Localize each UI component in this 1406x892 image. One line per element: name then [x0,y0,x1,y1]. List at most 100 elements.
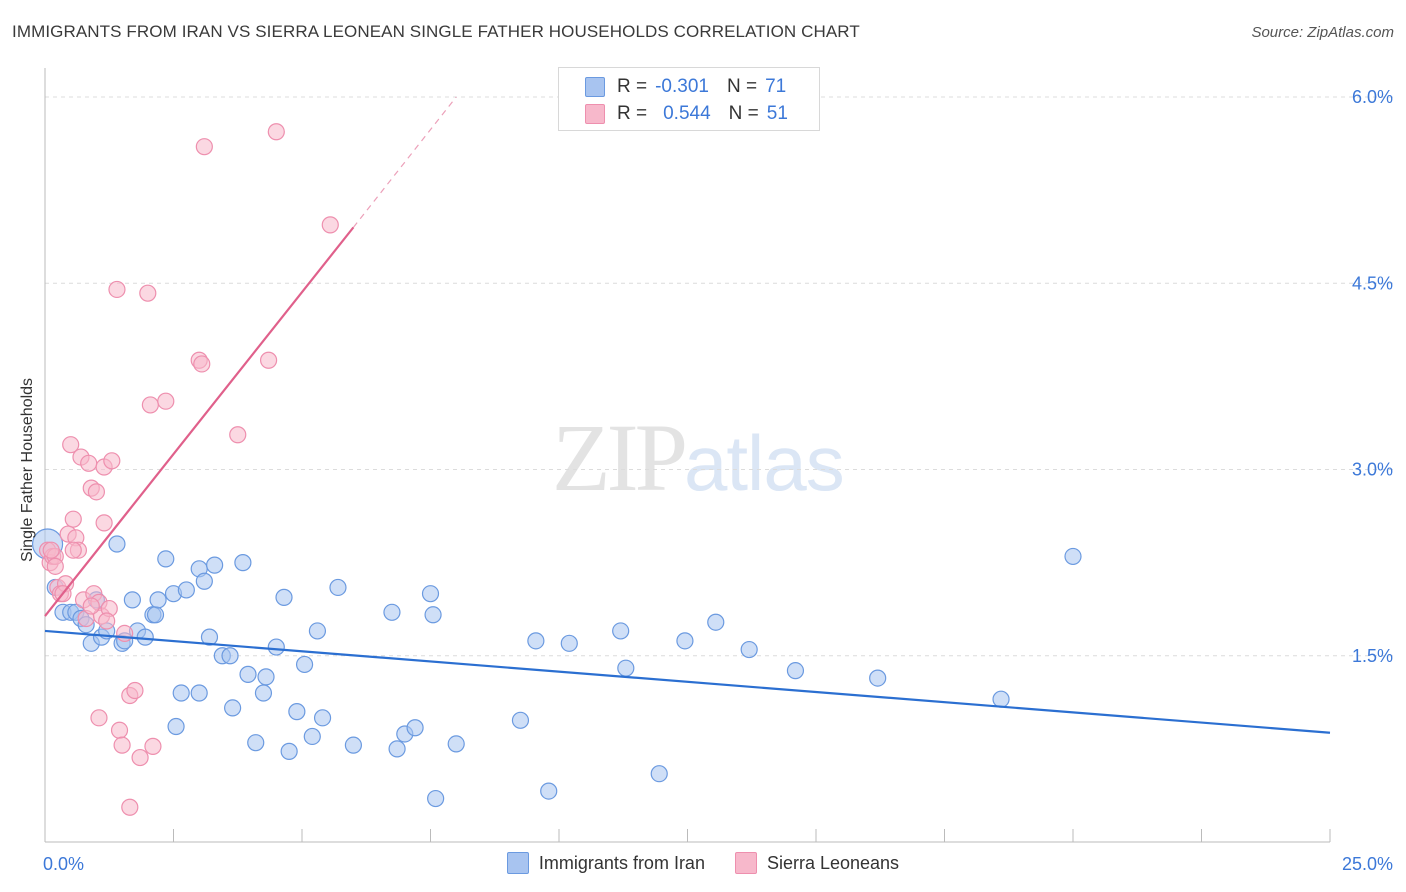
data-point-iran [344,736,362,754]
data-point-iran [234,554,252,572]
legend-r-value: -0.301 [655,76,709,97]
data-point-sierra [259,351,278,369]
data-point-sierra [131,748,149,767]
legend-n-value: 51 [766,103,788,124]
data-point-iran [406,719,424,737]
trend-line-iran [44,629,1331,734]
x-tick-label: 0.0% [43,854,84,874]
data-point-iran [617,659,635,677]
data-point-iran [146,606,165,624]
series-legend-item-sierra[interactable]: Sierra Leoneans [734,852,900,874]
data-point-iran [612,622,630,640]
trend-extension-sierra [352,96,457,228]
data-point-iran [149,591,167,609]
data-point-iran [707,613,725,631]
data-point-iran [308,622,327,640]
data-point-iran [329,578,347,597]
data-point-sierra [42,541,60,559]
x-tick-label: 25.0% [1342,854,1393,874]
data-point-sierra [126,681,144,700]
data-point-iran [221,647,239,665]
data-point-iran [650,765,668,783]
data-point-sierra [108,280,126,299]
data-point-sierra [90,709,108,727]
data-point-sierra [157,392,175,410]
data-point-iran [206,556,224,574]
data-point-sierra [82,597,100,615]
data-point-iran [190,684,208,702]
data-point-iran [992,690,1010,708]
data-point-iran [224,699,242,717]
series-legend-label: Sierra Leoneans [766,852,900,873]
data-point-sierra [116,624,134,643]
data-point-iran [1064,547,1082,566]
data-point-iran [313,709,332,727]
data-point-sierra [46,557,64,575]
data-point-sierra [110,721,129,739]
legend-r-label: R = [617,76,648,97]
data-point-iran [275,588,293,606]
data-point-iran [740,640,758,659]
y-tick-label: 6.0% [1352,87,1393,107]
data-point-sierra [141,396,159,414]
data-point-sierra [80,454,98,472]
data-point-iran [527,632,545,650]
data-point-iran [254,684,273,702]
data-point-iran [257,668,275,686]
data-point-iran [676,632,694,650]
legend-r-value: 0.544 [663,103,711,124]
data-point-iran [869,669,887,687]
data-point-iran [157,550,175,568]
data-point-iran [239,665,257,683]
data-point-iran [388,740,406,758]
source-label: Source: ZipAtlas.com [1251,24,1394,41]
data-point-sierra [321,216,339,234]
series-legend-label: Immigrants from Iran [538,852,705,873]
data-point-sierra [267,123,285,141]
legend-r-label: R = [617,103,648,124]
data-point-sierra [144,737,162,755]
stats-legend: R = -0.301 N = 71 R = 0.544 N = 51 [558,67,820,131]
data-point-sierra [98,612,116,630]
data-point-iran [383,603,401,621]
watermark-zip: ZIP [552,404,688,511]
data-point-iran [167,717,185,736]
data-point-iran [123,591,141,609]
data-point-iran [195,572,213,590]
data-point-iran [540,782,558,800]
data-point-sierra [62,436,80,454]
legend-n-value: 71 [765,76,787,97]
legend-swatch-iran [585,77,605,97]
y-axis-label: Single Father Households [19,377,36,563]
legend-row-sierra: R = 0.544 N = 51 [585,101,788,127]
data-point-iran [560,634,578,652]
data-point-iran [447,735,465,753]
watermark: ZIPatlas [552,402,845,513]
data-point-sierra [121,798,139,816]
data-point-iran [786,662,805,680]
y-tick-label: 3.0% [1352,460,1393,480]
series-legend: Immigrants from Iran Sierra Leoneans [0,852,1406,874]
data-point-iran [108,535,126,553]
data-point-sierra [139,284,157,302]
data-point-sierra [193,355,211,373]
data-point-sierra [229,426,247,444]
y-tick-label: 1.5% [1352,646,1393,666]
data-point-iran [421,585,440,603]
data-point-iran [280,742,298,760]
legend-row-iran: R = -0.301 N = 71 [585,74,786,100]
data-point-iran [427,789,445,808]
data-point-iran [177,581,195,599]
series-swatch-sierra [734,852,757,874]
data-point-sierra [113,736,131,754]
data-point-iran [424,606,442,624]
data-point-sierra [95,514,113,532]
legend-swatch-sierra [585,104,605,124]
trend-line-sierra [44,226,355,617]
data-point-sierra [64,510,82,528]
legend-n-label: N = [728,103,759,124]
data-point-iran [200,628,219,646]
chart-title: IMMIGRANTS FROM IRAN VS SIERRA LEONEAN S… [12,22,860,41]
series-legend-item-iran[interactable]: Immigrants from Iran [506,852,705,874]
